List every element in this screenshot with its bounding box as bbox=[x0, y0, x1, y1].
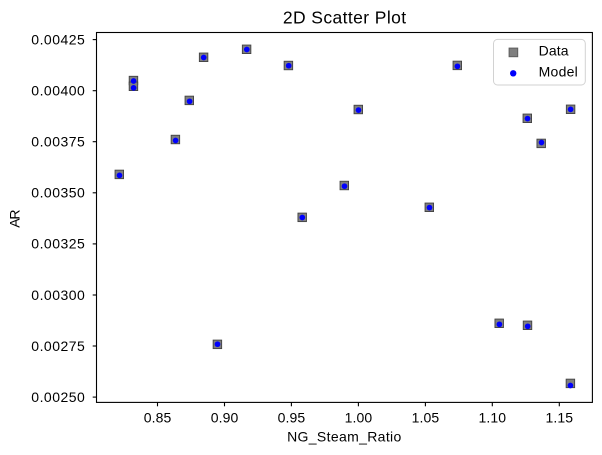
svg-text:1.15: 1.15 bbox=[546, 410, 574, 426]
svg-text:Data: Data bbox=[539, 43, 569, 59]
svg-text:AR: AR bbox=[7, 209, 23, 227]
svg-text:2D Scatter Plot: 2D Scatter Plot bbox=[283, 7, 406, 27]
svg-text:0.00350: 0.00350 bbox=[31, 185, 85, 201]
svg-text:0.90: 0.90 bbox=[211, 410, 239, 426]
svg-text:0.00325: 0.00325 bbox=[31, 236, 85, 252]
svg-text:0.00425: 0.00425 bbox=[31, 31, 85, 47]
svg-text:0.00375: 0.00375 bbox=[31, 134, 85, 150]
svg-text:0.00300: 0.00300 bbox=[31, 287, 85, 303]
svg-text:1.05: 1.05 bbox=[412, 410, 440, 426]
svg-text:0.00275: 0.00275 bbox=[31, 338, 85, 354]
svg-text:0.00400: 0.00400 bbox=[31, 83, 85, 99]
svg-text:0.00250: 0.00250 bbox=[31, 389, 85, 405]
svg-text:0.95: 0.95 bbox=[278, 410, 306, 426]
svg-text:Model: Model bbox=[539, 64, 578, 80]
svg-text:0.85: 0.85 bbox=[144, 410, 172, 426]
svg-text:1.10: 1.10 bbox=[479, 410, 507, 426]
svg-text:1.00: 1.00 bbox=[345, 410, 373, 426]
svg-text:NG_Steam_Ratio: NG_Steam_Ratio bbox=[287, 429, 401, 445]
